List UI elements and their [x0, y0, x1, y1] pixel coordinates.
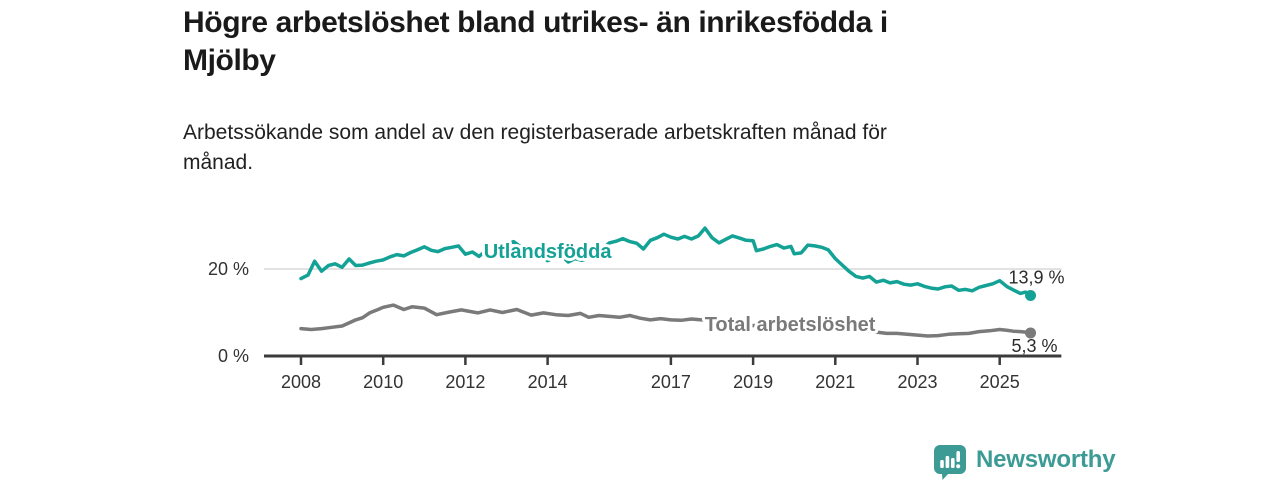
series-end-value-label-0: 13,9 % — [1009, 268, 1065, 288]
x-tick-label: 2014 — [528, 372, 568, 392]
x-tick-label: 2023 — [897, 372, 937, 392]
newsworthy-wordmark: Newsworthy — [976, 446, 1116, 473]
bar-chart-speech-bubble-icon — [934, 445, 966, 480]
series-name-label-1: Total arbetslöshet — [705, 314, 876, 336]
chart-title: Högre arbetslöshet bland utrikes- än inr… — [183, 4, 1063, 80]
series-line-0 — [299, 226, 1033, 298]
x-tick-label: 2019 — [733, 372, 773, 392]
y-tick-label: 0 % — [218, 346, 249, 366]
chart-subtitle: Arbetssökande som andel av den registerb… — [183, 118, 1043, 178]
chart-subtitle-line-2: månad. — [183, 151, 254, 174]
y-tick-label: 20 % — [208, 259, 249, 279]
series-name-label-0: Utlandsfödda — [484, 241, 613, 263]
series-end-value-label-1: 5,3 % — [1012, 336, 1058, 356]
x-tick-label: 2010 — [363, 372, 403, 392]
x-tick-label: 2008 — [281, 372, 321, 392]
x-tick-label: 2012 — [445, 372, 485, 392]
series-end-dot-0 — [1025, 290, 1037, 302]
x-tick-label: 2025 — [980, 372, 1020, 392]
newsworthy-brand: Newsworthy — [933, 444, 1116, 480]
chart-subtitle-line-1: Arbetssökande som andel av den registerb… — [183, 121, 887, 144]
chart-title-line-1: Högre arbetslöshet bland utrikes- än inr… — [183, 6, 888, 39]
series-end-dot-1 — [1025, 327, 1037, 339]
series-line-1 — [299, 303, 1033, 338]
x-tick-label: 2017 — [651, 372, 691, 392]
chart-title-line-2: Mjölby — [183, 44, 276, 77]
x-tick-label: 2021 — [815, 372, 855, 392]
